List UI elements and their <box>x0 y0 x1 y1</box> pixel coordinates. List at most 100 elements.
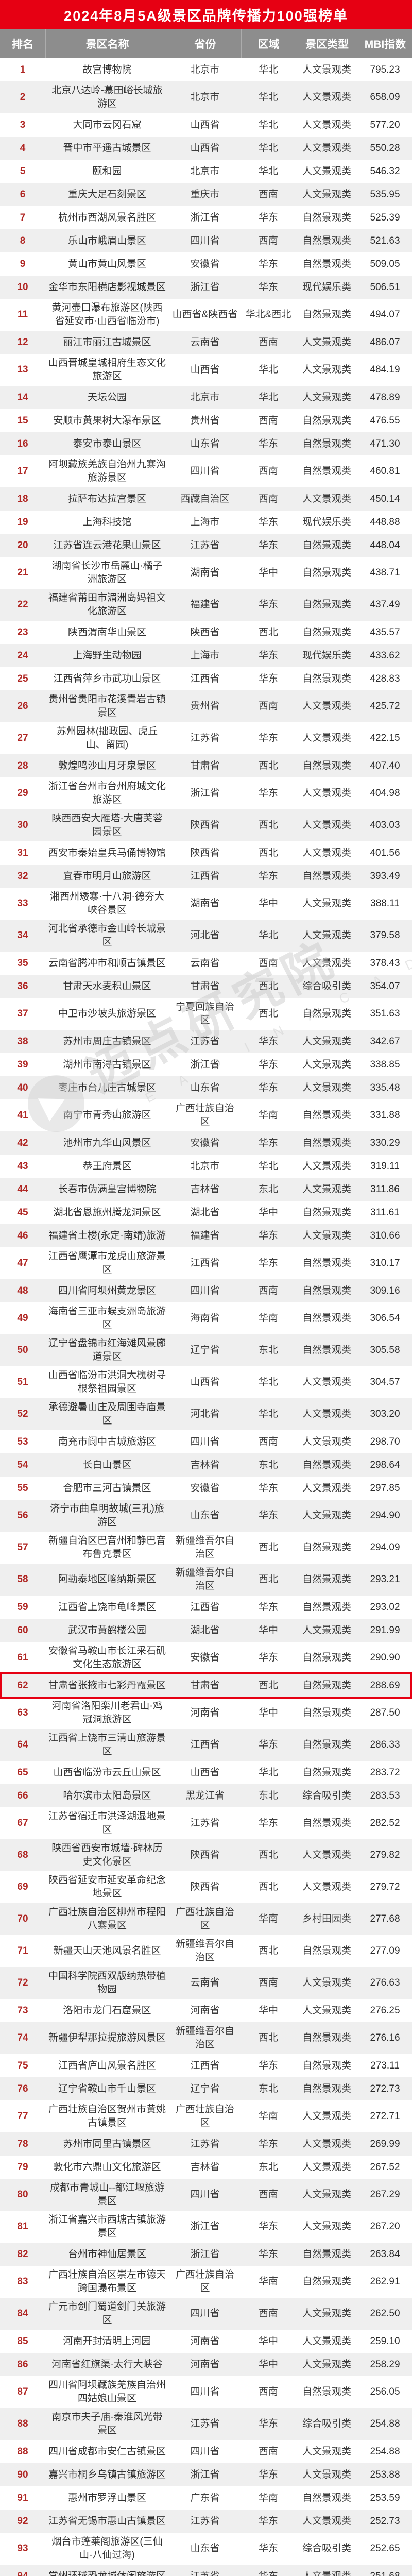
mbi-cell: 252.65 <box>358 2542 412 2555</box>
mbi-cell: 267.20 <box>358 2220 412 2233</box>
rank-cell: 27 <box>0 732 45 745</box>
rank-cell: 12 <box>0 336 45 349</box>
region-cell: 华东 <box>241 2542 296 2555</box>
region-cell: 西南 <box>241 1284 296 1298</box>
type-cell: 自然景观类 <box>296 258 358 271</box>
region-cell: 华北 <box>241 1376 296 1389</box>
mbi-cell: 282.52 <box>358 1817 412 1830</box>
province-cell: 广东省 <box>169 2492 241 2505</box>
region-cell: 华中 <box>241 897 296 910</box>
region-cell: 华东 <box>241 281 296 294</box>
mbi-cell: 254.88 <box>358 2445 412 2459</box>
region-cell: 华东 <box>241 1035 296 1048</box>
name-cell: 甘肃天水麦积山景区 <box>45 980 169 993</box>
name-cell: 承德避暑山庄及周围寺庙景区 <box>45 1401 169 1428</box>
province-cell: 江西省 <box>169 672 241 686</box>
rank-cell: 29 <box>0 787 45 800</box>
rank-cell: 1 <box>0 63 45 77</box>
name-cell: 拉萨布达拉宫景区 <box>45 493 169 506</box>
mbi-cell: 293.21 <box>358 1573 412 1586</box>
column-header-name: 景区名称 <box>45 29 169 58</box>
mbi-cell: 262.91 <box>358 2275 412 2289</box>
rank-cell: 48 <box>0 1284 45 1298</box>
mbi-cell: 433.62 <box>358 649 412 663</box>
province-cell: 湖北省 <box>169 1206 241 1219</box>
mbi-cell: 311.61 <box>358 1206 412 1219</box>
name-cell: 广西壮族自治区柳州市程阳八寨景区 <box>45 1906 169 1933</box>
rank-cell: 69 <box>0 1880 45 1894</box>
rank-cell: 80 <box>0 2188 45 2201</box>
type-cell: 人文景观类 <box>296 1160 358 1173</box>
province-cell: 新疆维吾尔自治区 <box>169 2025 241 2052</box>
province-cell: 安徽省 <box>169 1482 241 1495</box>
rank-cell: 82 <box>0 2248 45 2261</box>
rank-cell: 39 <box>0 1058 45 1072</box>
province-cell: 浙江省 <box>169 2220 241 2233</box>
name-cell: 辽宁省盘锦市红海滩风景廊道景区 <box>45 1337 169 1364</box>
region-cell: 西北 <box>241 846 296 860</box>
region-cell: 华中 <box>241 1206 296 1219</box>
mbi-cell: 471.30 <box>358 437 412 451</box>
region-cell: 西北 <box>241 1679 296 1692</box>
rank-cell: 44 <box>0 1183 45 1196</box>
mbi-cell: 310.66 <box>358 1229 412 1243</box>
mbi-cell: 437.49 <box>358 598 412 612</box>
type-cell: 人文景观类 <box>296 819 358 832</box>
region-cell: 华东 <box>241 1738 296 1752</box>
rank-cell: 71 <box>0 1944 45 1958</box>
region-cell: 华中 <box>241 2335 296 2348</box>
name-cell: 乐山市峨眉山景区 <box>45 234 169 248</box>
mbi-cell: 272.73 <box>358 2082 412 2096</box>
type-cell: 自然景观类 <box>296 1284 358 1298</box>
province-cell: 浙江省 <box>169 211 241 225</box>
region-cell: 华东 <box>241 2515 296 2528</box>
mbi-cell: 521.63 <box>358 234 412 248</box>
name-cell: 湘西州矮寨·十八洞·德夯大峡谷景区 <box>45 890 169 917</box>
province-cell: 浙江省 <box>169 2248 241 2261</box>
province-cell: 山西省 <box>169 1376 241 1389</box>
type-cell: 人文景观类 <box>296 493 358 506</box>
rank-cell: 62 <box>0 1679 45 1692</box>
province-cell: 宁夏回族自治区 <box>169 1001 241 1027</box>
province-cell: 山西省 <box>169 118 241 132</box>
region-cell: 华北 <box>241 142 296 155</box>
province-cell: 江西省 <box>169 1601 241 1614</box>
type-cell: 人文景观类 <box>296 1035 358 1048</box>
province-cell: 江苏省 <box>169 2515 241 2528</box>
rank-cell: 74 <box>0 2031 45 2045</box>
region-cell: 西南 <box>241 493 296 506</box>
type-cell: 自然景观类 <box>296 1206 358 1219</box>
rank-cell: 37 <box>0 1007 45 1021</box>
region-cell: 华东 <box>241 2248 296 2261</box>
province-cell: 安徽省 <box>169 1137 241 1150</box>
province-cell: 云南省 <box>169 336 241 349</box>
name-cell: 福建省土楼(永定·南靖)旅游 <box>45 1229 169 1243</box>
province-cell: 甘肃省 <box>169 759 241 773</box>
rank-cell: 78 <box>0 2138 45 2151</box>
rank-cell: 3 <box>0 118 45 132</box>
name-cell: 江苏省宿迁市洪泽湖湿地景区 <box>45 1810 169 1837</box>
rank-cell: 14 <box>0 391 45 404</box>
mbi-cell: 276.16 <box>358 2031 412 2045</box>
type-cell: 人文景观类 <box>296 2468 358 2482</box>
type-cell: 人文景观类 <box>296 929 358 942</box>
type-cell: 人文景观类 <box>296 700 358 713</box>
province-cell: 安徽省 <box>169 258 241 271</box>
type-cell: 现代娱乐类 <box>296 649 358 663</box>
type-cell: 人文景观类 <box>296 1058 358 1072</box>
rank-cell: 28 <box>0 759 45 773</box>
mbi-cell: 476.55 <box>358 414 412 428</box>
